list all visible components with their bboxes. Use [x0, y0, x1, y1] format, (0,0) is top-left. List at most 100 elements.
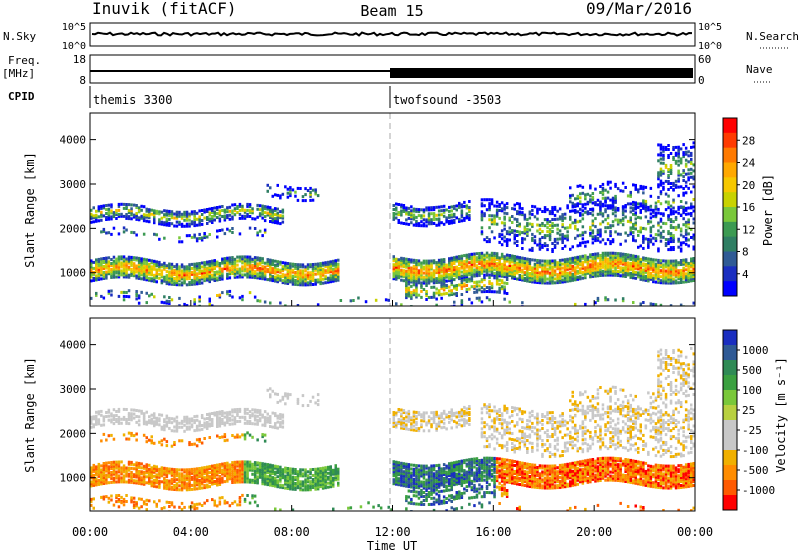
power-cell-362 — [188, 275, 191, 279]
power-cell-3308 — [561, 217, 564, 221]
power-cell-3597 — [659, 219, 663, 223]
power-cell-661 — [271, 279, 274, 283]
power-cell-1971 — [478, 267, 481, 271]
velocity-cell-703 — [279, 467, 282, 471]
power-cell-1472 — [407, 216, 411, 220]
velocity-cell-801 — [306, 478, 310, 482]
power-cell-3962 — [684, 150, 688, 154]
power-cell-1017 — [145, 215, 148, 219]
power-cell-112 — [120, 273, 123, 277]
power-cell-8 — [90, 261, 93, 265]
power-cell-1628 — [395, 263, 398, 267]
power-cell-1832 — [442, 260, 446, 264]
power-cell-2548 — [614, 259, 617, 263]
power-cell-381 — [193, 272, 196, 276]
power-cell-1035 — [153, 209, 156, 213]
power-cell-3507 — [632, 234, 635, 238]
velocity-cell-722 — [286, 485, 290, 488]
power-cell-2530 — [611, 273, 615, 277]
power-cell-3068 — [488, 214, 491, 218]
power-cell-948 — [107, 211, 111, 215]
power-cell-1836 — [445, 273, 448, 277]
power-cell-2414 — [584, 268, 587, 272]
power-cell-1985 — [480, 259, 484, 263]
velocity-cell-790 — [304, 482, 307, 486]
power-cell-810 — [311, 279, 315, 282]
power-cell-526 — [233, 269, 237, 273]
velocity-cell-47 — [102, 482, 106, 485]
power-cell-222 — [148, 268, 151, 272]
power-cell-2285 — [551, 265, 554, 269]
power-cell-118 — [120, 257, 123, 261]
power-cell-3077 — [490, 218, 494, 222]
power-cell-2664 — [642, 270, 645, 274]
velocity-cell-404 — [200, 468, 204, 472]
power-cell-1952 — [473, 262, 476, 266]
power-cell-955 — [110, 209, 113, 213]
power-cell-3448 — [609, 230, 612, 234]
power-cell-444 — [208, 260, 211, 264]
power-cell-1204 — [241, 204, 244, 208]
power-cell-368 — [188, 263, 191, 267]
power-colorbar-label-6: 4 — [742, 268, 749, 281]
power-cell-2325 — [561, 258, 564, 262]
power-cell-2511 — [606, 265, 610, 269]
power-cell-271 — [163, 275, 166, 279]
power-cell-1408 — [286, 191, 290, 195]
velocity-cell-19 — [95, 483, 98, 487]
power-cell-4038 — [480, 300, 484, 304]
power-cell-3230 — [541, 245, 544, 249]
power-cell-3657 — [679, 229, 683, 233]
power-cell-2884 — [405, 294, 408, 298]
velocity-cell-221 — [153, 484, 156, 488]
power-cell-3463 — [614, 230, 617, 234]
velocity-cell-81 — [110, 467, 113, 470]
power-cell-3590 — [657, 221, 660, 225]
power-cell-27 — [97, 275, 101, 279]
power-cell-456 — [213, 275, 216, 278]
velocity-cell-35 — [97, 466, 101, 470]
power-cell-1810 — [437, 258, 441, 262]
velocity-cell-363 — [190, 469, 194, 473]
power-cell-1316 — [203, 234, 206, 237]
velocity-cell-22 — [95, 477, 98, 481]
power-cell-2578 — [621, 266, 625, 270]
power-cell-2744 — [662, 281, 665, 285]
power-cell-1055 — [165, 217, 169, 221]
velocity-cell-38 — [100, 482, 103, 486]
power-cell-399 — [198, 277, 201, 281]
power-cell-3240 — [543, 234, 547, 238]
power-cell-4032 — [460, 299, 464, 303]
power-cell-2154 — [521, 268, 524, 272]
power-cell-3705 — [569, 194, 572, 198]
power-cell-3778 — [626, 202, 630, 206]
power-cell-2417 — [584, 258, 587, 262]
velocity-cell-401 — [200, 474, 204, 478]
power-cell-3656 — [679, 233, 683, 237]
power-cell-3213 — [536, 243, 539, 247]
power-cell-506 — [228, 272, 232, 276]
power-cell-3236 — [541, 210, 544, 213]
power-cell-2225 — [538, 281, 542, 285]
power-cell-2066 — [500, 272, 504, 276]
power-cell-2293 — [553, 265, 557, 269]
power-cell-942 — [105, 212, 108, 215]
power-cell-778 — [301, 271, 305, 275]
power-cell-1358 — [137, 296, 141, 300]
velocity-cell-136 — [127, 480, 131, 484]
power-cell-2078 — [503, 269, 506, 273]
velocity-cell-120 — [120, 466, 123, 470]
power-cell-656 — [269, 266, 272, 270]
velocity-cell-665 — [269, 465, 272, 469]
power-cell-2502 — [604, 259, 607, 263]
power-cell-3163 — [518, 222, 521, 226]
velocity-cell-653 — [266, 467, 269, 471]
power-cell-1069 — [170, 210, 174, 214]
power-cell-3700 — [692, 217, 695, 221]
power-cell-1348 — [120, 290, 123, 294]
power-cell-313 — [175, 283, 179, 287]
velocity-cell-195 — [142, 464, 146, 468]
velocity-cell-841 — [316, 469, 320, 473]
power-cell-369 — [190, 282, 194, 286]
power-cell-603 — [253, 260, 257, 264]
